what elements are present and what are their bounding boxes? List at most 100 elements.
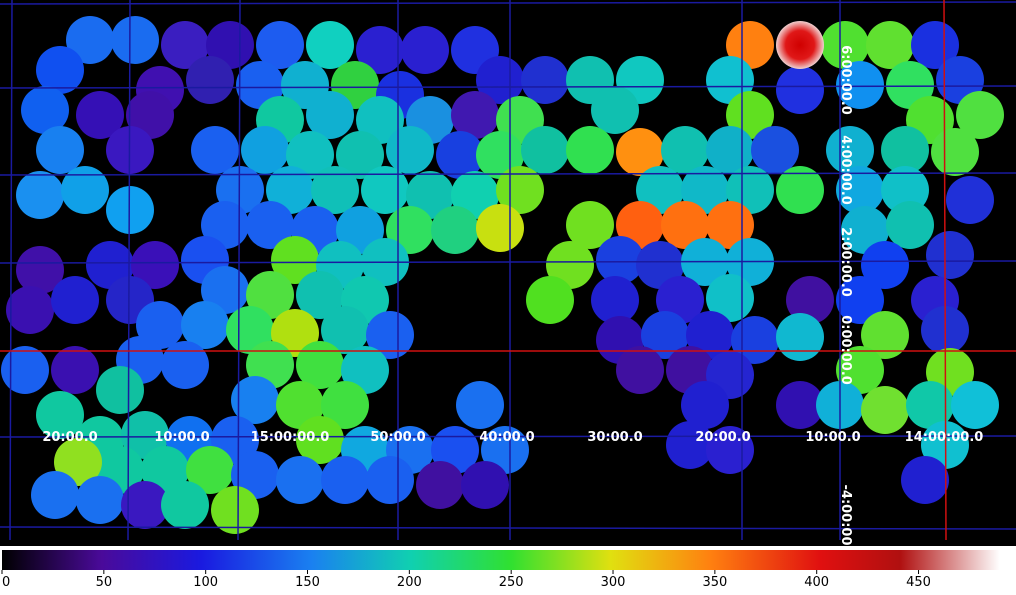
- pointing-disc: [786, 276, 834, 324]
- ra-label: 40:00.0: [479, 430, 534, 445]
- pointing-disc: [161, 21, 209, 69]
- pointing-disc: [566, 126, 614, 174]
- pointing-disc: [926, 231, 974, 279]
- pointing-disc: [776, 21, 824, 69]
- pointing-disc: [1, 346, 49, 394]
- pointing-disc: [686, 311, 734, 359]
- pointing-disc: [106, 186, 154, 234]
- pointing-disc: [296, 271, 344, 319]
- pointing-disc: [836, 61, 884, 109]
- pointing-disc: [596, 236, 644, 284]
- pointing-disc: [356, 96, 404, 144]
- pointing-disc: [726, 21, 774, 69]
- pointing-disc: [401, 26, 449, 74]
- pointing-disc: [566, 201, 614, 249]
- pointing-disc: [911, 21, 959, 69]
- pointing-disc: [661, 126, 709, 174]
- pointing-disc: [86, 241, 134, 289]
- pointing-disc: [276, 381, 324, 429]
- reference-lines: [0, 0, 1016, 541]
- pointing-disc: [121, 411, 169, 459]
- pointing-disc: [181, 301, 229, 349]
- pointing-disc: [76, 91, 124, 139]
- pointing-disc: [776, 381, 824, 429]
- pointing-disc: [636, 241, 684, 289]
- pointing-disc: [311, 166, 359, 214]
- pointing-disc: [641, 311, 689, 359]
- pointing-disc: [201, 201, 249, 249]
- pointing-disc: [321, 381, 369, 429]
- colorbar-tick-label: 350: [702, 575, 727, 590]
- pointing-disc: [186, 56, 234, 104]
- pointing-disc: [366, 456, 414, 504]
- dec-label: 2:00:00.0: [838, 227, 853, 297]
- pointing-disc: [231, 376, 279, 424]
- pointing-disc: [266, 166, 314, 214]
- pointing-disc: [461, 461, 509, 509]
- pointing-disc: [451, 91, 499, 139]
- pointing-disc: [881, 126, 929, 174]
- colorbar-tick-label: 300: [601, 575, 626, 590]
- pointing-disc: [931, 128, 979, 176]
- pointing-disc: [451, 171, 499, 219]
- pointing-disc: [51, 346, 99, 394]
- pointing-disc: [16, 246, 64, 294]
- pointing-disc: [841, 206, 889, 254]
- pointing-disc: [286, 131, 334, 179]
- dec-label: -4:00:00.0: [838, 484, 853, 559]
- pointing-disc: [416, 461, 464, 509]
- pointing-disc: [136, 301, 184, 349]
- colorbar-axis: 0 50 100 150 200 250 300 350 400 450: [1, 570, 931, 590]
- pointing-disc: [306, 91, 354, 139]
- pointing-disc: [21, 86, 69, 134]
- pointing-disc: [616, 346, 664, 394]
- pointing-disc: [936, 56, 984, 104]
- ra-label: 10:00.0: [805, 430, 860, 445]
- pointing-disc: [521, 126, 569, 174]
- pointing-disc: [861, 386, 909, 434]
- pointing-disc: [836, 166, 884, 214]
- pointing-disc: [306, 21, 354, 69]
- pointing-disc: [776, 166, 824, 214]
- pointing-disc: [211, 486, 259, 534]
- pointing-disc: [526, 276, 574, 324]
- pointing-disc: [36, 391, 84, 439]
- colorbar-tick-label: 100: [193, 575, 218, 590]
- pointing-disc: [296, 416, 344, 464]
- pointing-disc: [616, 128, 664, 176]
- pointing-disc: [821, 21, 869, 69]
- pointing-disc: [36, 46, 84, 94]
- pointing-disc: [726, 91, 774, 139]
- pointing-disc: [476, 131, 524, 179]
- pointing-disc: [111, 16, 159, 64]
- pointing-disc: [76, 476, 124, 524]
- dec-grid-lines: [0, 1, 1016, 530]
- pointing-disc: [546, 241, 594, 289]
- pointing-disc: [661, 201, 709, 249]
- pointing-disc: [141, 446, 189, 494]
- pointing-disc: [51, 276, 99, 324]
- ra-label: 50:00.0: [370, 430, 425, 445]
- colorbar-tick-label: 0: [2, 575, 10, 590]
- pointing-disc: [861, 241, 909, 289]
- colorbar-tick-label: 400: [804, 575, 829, 590]
- pointing-disc: [826, 126, 874, 174]
- pointing-disc: [386, 126, 434, 174]
- ra-label: 30:00.0: [587, 430, 642, 445]
- pointing-disc: [726, 166, 774, 214]
- pointing-disc: [321, 456, 369, 504]
- pointing-disc: [886, 61, 934, 109]
- pointing-disc: [481, 426, 529, 474]
- ra-label: 15:00:00.0: [251, 430, 330, 445]
- dec-label: 6:00:00.0: [838, 45, 853, 115]
- pointing-disc: [636, 166, 684, 214]
- ra-grid-lines: [9, 0, 841, 541]
- pointing-disc: [6, 286, 54, 334]
- pointing-disc: [436, 131, 484, 179]
- pointing-disc: [276, 456, 324, 504]
- pointing-disc: [236, 61, 284, 109]
- pointing-disc: [126, 91, 174, 139]
- pointing-disc: [456, 381, 504, 429]
- pointing-disc: [16, 171, 64, 219]
- pointing-disc: [321, 306, 369, 354]
